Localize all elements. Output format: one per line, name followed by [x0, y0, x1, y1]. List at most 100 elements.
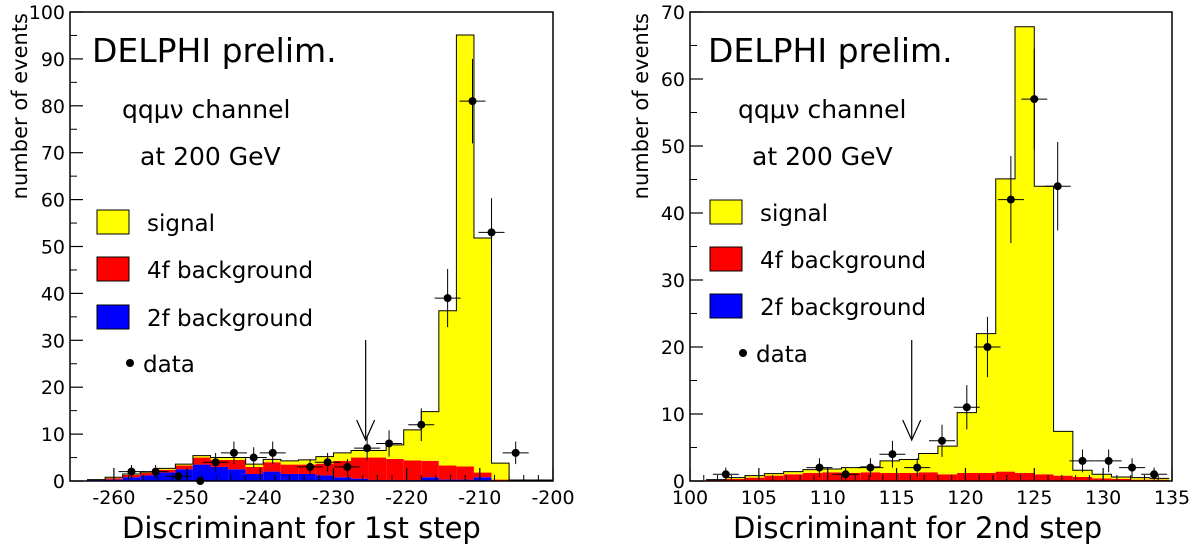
cut-arrow-head: [356, 419, 376, 442]
data-point: [363, 444, 372, 453]
signal-bar: [802, 469, 823, 473]
x-axis-label: Discriminant for 1st step: [122, 511, 481, 545]
y-tick-label: 70: [41, 143, 65, 165]
y-tick-label: 0: [673, 471, 685, 493]
bkg-2f-bar: [245, 473, 264, 481]
legend-swatch: [709, 293, 743, 319]
chart-title: DELPHI prelim.: [92, 31, 337, 70]
bkg-4f-bar: [995, 471, 1016, 481]
signal-bar: [764, 473, 784, 476]
stack-outline: [706, 26, 1170, 481]
legend-marker: [126, 359, 134, 367]
bkg-4f-bar: [421, 460, 439, 478]
y-tick-label: 40: [661, 203, 685, 225]
data-point: [229, 448, 238, 457]
signal-bar: [783, 471, 803, 475]
y-tick-label: 50: [661, 136, 685, 158]
signal-bar: [263, 459, 281, 463]
signal-bar: [386, 444, 404, 459]
signal-bar: [918, 453, 938, 473]
signal-bar: [957, 412, 977, 473]
legend-swatch: [96, 256, 130, 282]
x-axis-label: Discriminant for 2nd step: [733, 511, 1102, 545]
bkg-4f-bar: [802, 472, 823, 481]
signal-bar: [745, 475, 765, 478]
y-axis-label: number of events: [8, 13, 32, 199]
legend-data: data: [126, 352, 195, 378]
energy-annotation: at 200 GeV: [140, 142, 281, 171]
signal-bar: [210, 457, 229, 460]
chart-title: DELPHI prelim.: [708, 31, 953, 70]
bkg-4f-bar: [841, 472, 861, 481]
signal-bar: [473, 238, 492, 473]
data-point: [249, 453, 258, 462]
signal-bar: [1111, 476, 1131, 479]
bkg-4f-bar: [473, 472, 492, 478]
legend-label: data: [756, 342, 808, 368]
x-tick-label: 125: [1016, 487, 1052, 509]
signal-bar: [1072, 470, 1093, 477]
data-point: [888, 450, 897, 459]
y-tick-label: 10: [41, 424, 65, 446]
bkg-4f-bar: [1053, 475, 1073, 481]
bkg-2f-bar: [210, 466, 229, 481]
signal-bar: [1092, 474, 1112, 479]
data-point: [443, 294, 452, 303]
legend-label: data: [143, 352, 195, 378]
bkg-2f-bar: [473, 477, 492, 481]
signal-bar: [1053, 431, 1073, 476]
legend-4f-background: 4f background: [709, 246, 926, 274]
y-tick-label: 0: [53, 471, 65, 493]
legend-2f-background: 2f background: [709, 293, 926, 321]
bkg-4f-bar: [1034, 474, 1054, 481]
bkg-4f-bar: [1015, 472, 1035, 481]
bkg-2f-bar: [333, 477, 352, 481]
channel-annotation: qqμν channel: [738, 95, 906, 124]
y-tick-label: 80: [41, 96, 65, 118]
legend-swatch: [96, 304, 130, 330]
signal-bar: [995, 178, 1016, 472]
data-point: [468, 97, 477, 106]
signal-bar: [245, 464, 264, 467]
bkg-4f-bar: [175, 465, 193, 470]
legend-label: 4f background: [760, 248, 926, 274]
data-point: [127, 467, 136, 476]
y-tick-label: 20: [661, 337, 685, 359]
data-point: [1104, 456, 1113, 465]
bkg-4f-bar: [976, 472, 996, 481]
data-point: [938, 436, 947, 445]
legend-label: signal: [147, 211, 215, 237]
legend-swatch: [709, 199, 743, 225]
bkg-2f-bar: [192, 464, 211, 481]
x-tick-label: 105: [741, 487, 777, 509]
bkg-4f-bar: [280, 464, 299, 474]
x-tick-label: -210: [458, 487, 501, 509]
legend-label: 4f background: [147, 258, 313, 284]
y-tick-label: 20: [41, 377, 65, 399]
data-point: [1030, 95, 1039, 104]
bkg-4f-bar: [918, 472, 938, 481]
y-tick-label: 60: [661, 69, 685, 91]
bkg-4f-bar: [725, 478, 746, 481]
bkg-4f-bar: [368, 457, 387, 481]
x-tick-label: -260: [92, 487, 135, 509]
bkg-4f-bar: [140, 473, 158, 476]
signal-bar: [1130, 477, 1150, 480]
signal-bar: [822, 468, 842, 473]
signal-bar: [368, 450, 387, 458]
bkg-2f-bar: [263, 471, 281, 481]
legend-2f-background: 2f background: [96, 304, 313, 332]
legend-4f-background: 4f background: [96, 256, 313, 284]
signal-bar: [280, 460, 299, 465]
bkg-2f-bar: [298, 473, 316, 481]
data-point: [211, 458, 220, 467]
signal-bar: [333, 452, 352, 461]
y-tick-label: 90: [41, 49, 65, 71]
energy-annotation: at 200 GeV: [752, 142, 893, 171]
legend-swatch: [709, 246, 743, 272]
data-point: [323, 458, 332, 467]
data-point: [511, 448, 520, 457]
bkg-4f-bar: [822, 472, 842, 481]
y-tick-label: 40: [41, 283, 65, 305]
signal-bar: [298, 459, 316, 465]
